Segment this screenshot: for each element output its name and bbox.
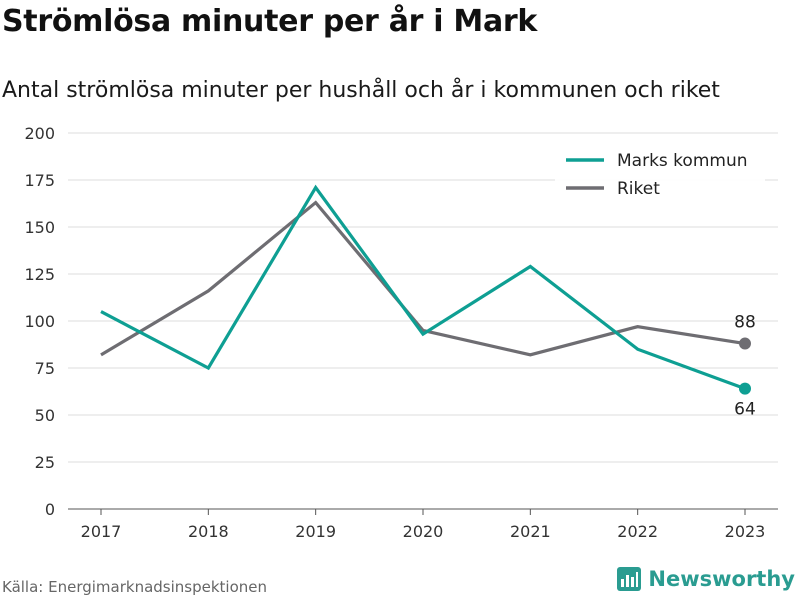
x-tick-label: 2019 — [295, 522, 336, 541]
brand-logo: Newsworthy — [616, 566, 795, 592]
chart-subtitle: Antal strömlösa minuter per hushåll och … — [2, 78, 720, 103]
brand-name: Newsworthy — [648, 567, 795, 591]
legend-label-riket: Riket — [617, 179, 660, 199]
source-note: Källa: Energimarknadsinspektionen — [2, 578, 268, 596]
y-tick-label: 125 — [24, 265, 55, 284]
x-tick-label: 2017 — [81, 522, 122, 541]
x-tick-label: 2018 — [188, 522, 229, 541]
end-label-marks-kommun: 64 — [734, 400, 756, 420]
x-tick-label: 2023 — [725, 522, 766, 541]
line-chart: 0 25 50 75 100 125 150 175 200 2017 2018 2019 2020 20… — [24, 124, 778, 541]
end-marker-marks-kommun — [739, 382, 751, 395]
legend-box — [555, 143, 765, 207]
chart-title: Strömlösa minuter per år i Mark — [2, 4, 538, 39]
legend-label-marks-kommun: Marks kommun — [617, 151, 748, 171]
series-line-marks-kommun — [100, 184, 746, 391]
y-tick-label: 50 — [35, 406, 55, 425]
y-tick-label: 75 — [35, 359, 55, 378]
y-tick-label: 0 — [45, 500, 55, 519]
x-tick-label: 2020 — [403, 522, 444, 541]
x-tick-label: 2021 — [510, 522, 551, 541]
y-tick-label: 100 — [24, 312, 55, 331]
series-line-riket — [100, 200, 746, 357]
end-marker-riket — [739, 337, 751, 350]
end-label-riket: 88 — [734, 313, 756, 333]
y-tick-label: 150 — [24, 218, 55, 237]
x-tick-label: 2022 — [617, 522, 658, 541]
y-tick-label: 25 — [35, 453, 55, 472]
newsworthy-logo-icon — [617, 567, 642, 591]
y-tick-label: 175 — [24, 171, 55, 190]
y-tick-label: 200 — [24, 124, 55, 143]
